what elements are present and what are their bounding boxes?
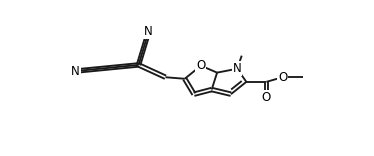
Text: N: N xyxy=(144,25,153,38)
Text: O: O xyxy=(196,59,206,72)
Text: N: N xyxy=(71,65,80,78)
Text: O: O xyxy=(262,91,271,104)
Text: O: O xyxy=(278,71,287,84)
Text: N: N xyxy=(233,62,242,75)
